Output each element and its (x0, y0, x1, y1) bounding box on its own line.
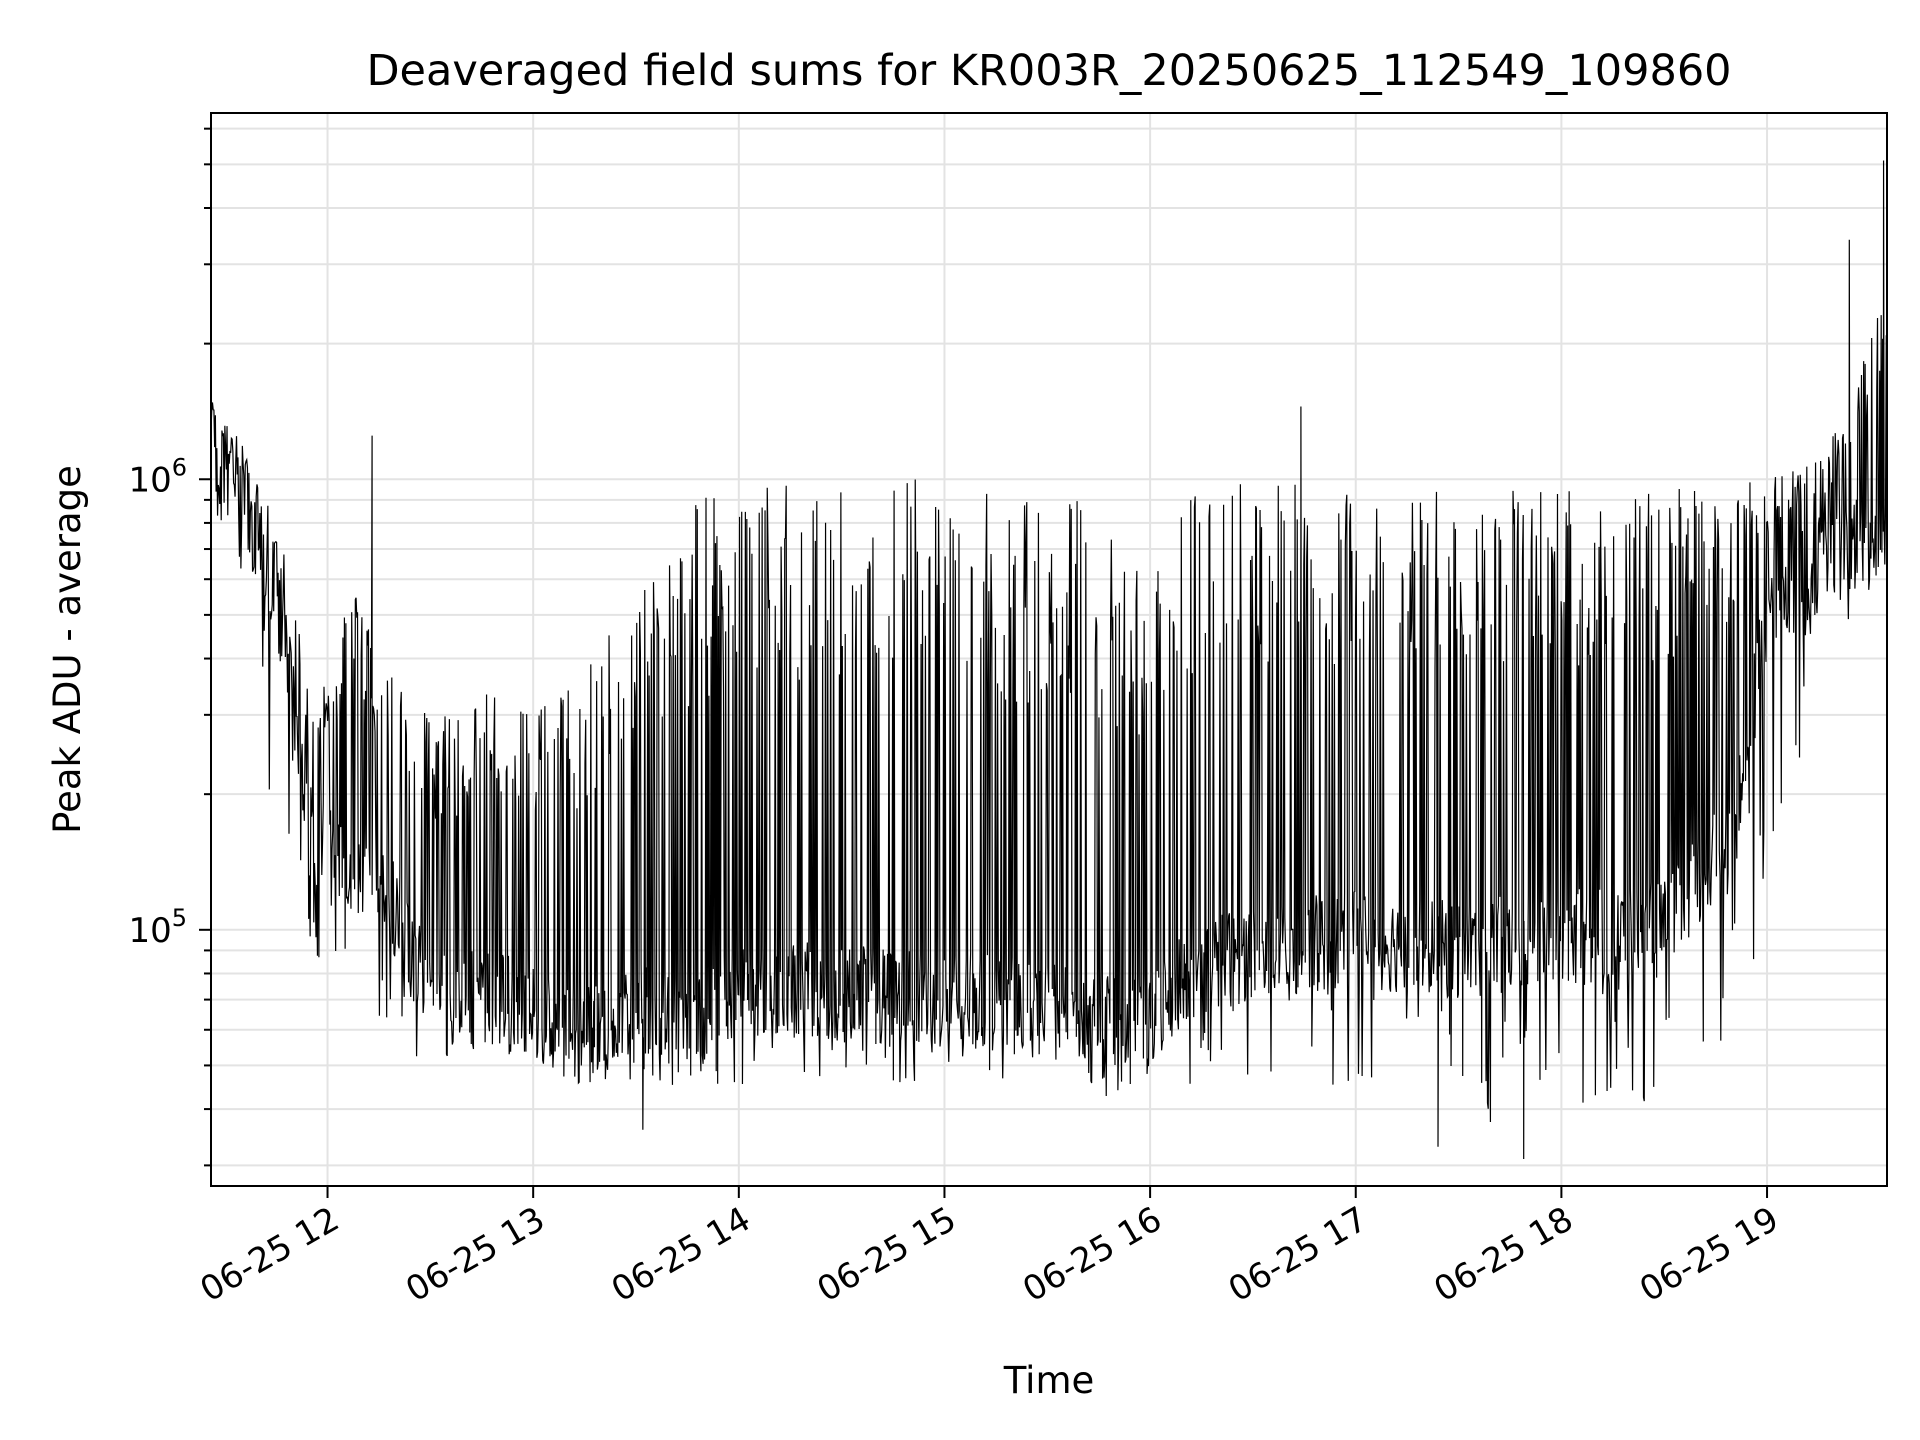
plot-frame (210, 112, 1888, 1187)
x-axis-label: Time (1003, 1359, 1095, 1402)
series-layer (210, 160, 1888, 1159)
y-axis-label: Peak ADU - average (46, 465, 89, 834)
y-tick-label: 106 (128, 453, 187, 500)
chart-title: Deaveraged field sums for KR003R_2025062… (366, 46, 1731, 96)
series-line (210, 160, 1888, 1159)
y-tick-label: 105 (128, 904, 187, 951)
